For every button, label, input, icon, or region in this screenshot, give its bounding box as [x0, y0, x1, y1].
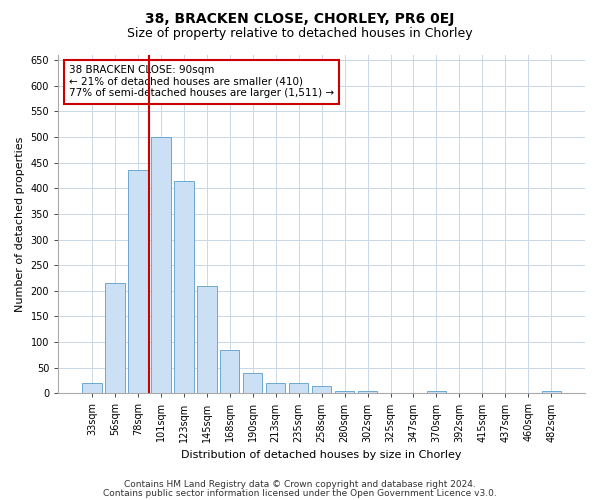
Bar — [358, 390, 377, 394]
Text: 38 BRACKEN CLOSE: 90sqm
← 21% of detached houses are smaller (410)
77% of semi-d: 38 BRACKEN CLOSE: 90sqm ← 21% of detache… — [69, 65, 334, 98]
Bar — [427, 390, 446, 394]
Bar — [542, 390, 561, 394]
Text: Contains HM Land Registry data © Crown copyright and database right 2024.: Contains HM Land Registry data © Crown c… — [124, 480, 476, 489]
Text: Contains public sector information licensed under the Open Government Licence v3: Contains public sector information licen… — [103, 488, 497, 498]
Bar — [174, 180, 194, 394]
Bar — [243, 373, 262, 394]
Y-axis label: Number of detached properties: Number of detached properties — [15, 136, 25, 312]
Bar — [151, 137, 170, 394]
X-axis label: Distribution of detached houses by size in Chorley: Distribution of detached houses by size … — [181, 450, 462, 460]
Text: 38, BRACKEN CLOSE, CHORLEY, PR6 0EJ: 38, BRACKEN CLOSE, CHORLEY, PR6 0EJ — [145, 12, 455, 26]
Bar — [312, 386, 331, 394]
Bar — [220, 350, 239, 394]
Bar — [197, 286, 217, 394]
Bar — [82, 383, 101, 394]
Bar — [289, 383, 308, 394]
Bar — [128, 170, 148, 394]
Text: Size of property relative to detached houses in Chorley: Size of property relative to detached ho… — [127, 28, 473, 40]
Bar — [266, 383, 286, 394]
Bar — [335, 390, 355, 394]
Bar — [105, 283, 125, 394]
